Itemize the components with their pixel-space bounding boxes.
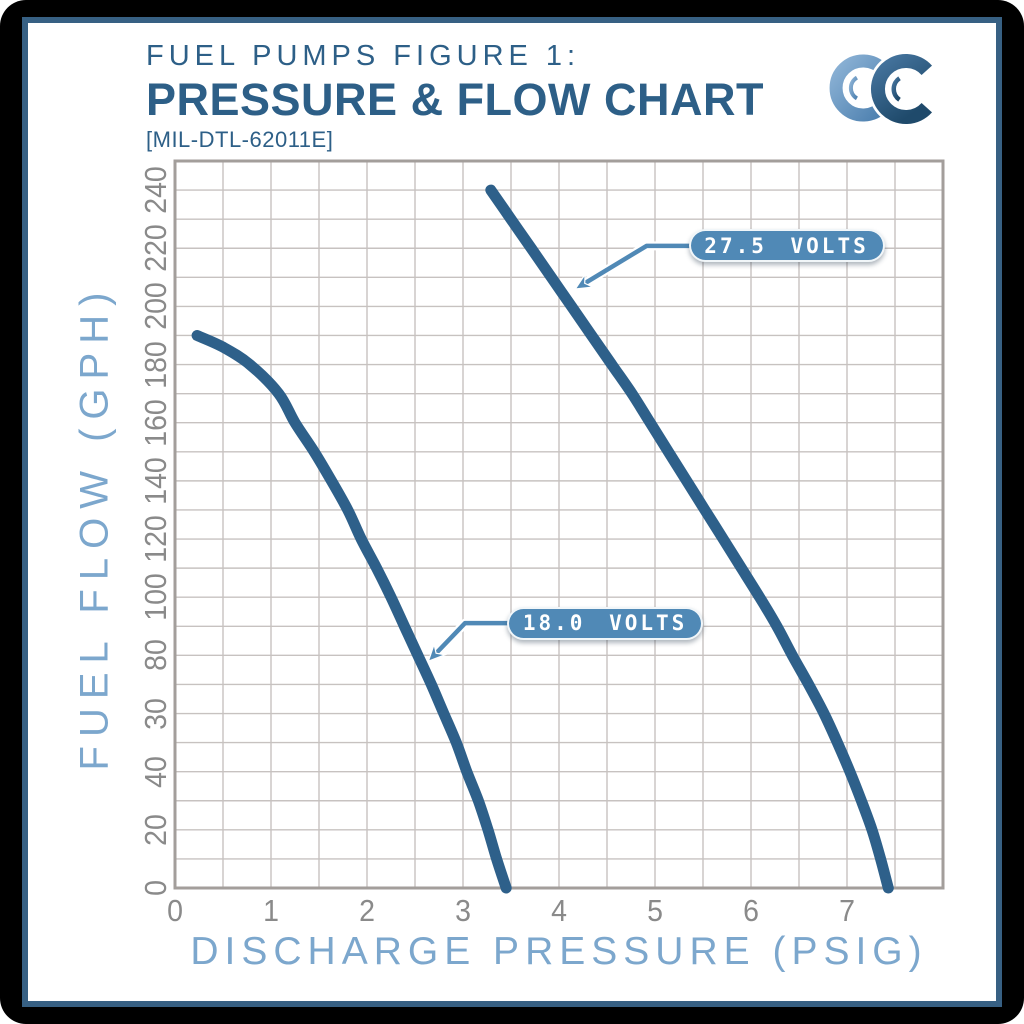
x-tick-0: 0 [167, 893, 183, 928]
x-tick-7: 7 [839, 893, 855, 928]
spec-reference: [MIL-DTL-62011E] [146, 127, 334, 152]
x-tick-5: 5 [647, 893, 663, 928]
y-tick-60: 30 [138, 697, 173, 730]
y-tick-200: 200 [138, 282, 173, 331]
y-tick-20: 20 [138, 813, 173, 846]
y-tick-160: 160 [138, 398, 173, 447]
x-tick-1: 1 [263, 893, 279, 928]
y-tick-120: 120 [138, 515, 173, 563]
chart-eyebrow: FUEL PUMPS FIGURE 1: [146, 40, 581, 72]
double-c-logo-icon [827, 51, 935, 127]
y-tick-100: 100 [138, 573, 173, 621]
x-tick-4: 4 [551, 893, 567, 928]
page-title: PRESSURE & FLOW CHART [146, 74, 764, 125]
y-axis-title: FUEL FLOW (GPH) [72, 283, 117, 771]
y-tick-240: 240 [138, 166, 173, 214]
x-tick-2: 2 [359, 893, 375, 928]
y-tick-180: 180 [138, 340, 173, 389]
annotation-pill-27-5-volts: 27.5 VOLTS [688, 229, 885, 263]
x-tick-3: 3 [455, 893, 471, 928]
x-tick-6: 6 [743, 893, 759, 928]
annotation-pill-18-0-volts: 18.0 VOLTS [507, 606, 704, 640]
title-block: FUEL PUMPS FIGURE 1: PRESSURE & FLOW CHA… [146, 40, 764, 153]
x-axis-title: DISCHARGE PRESSURE (PSIG) [190, 930, 928, 973]
y-tick-40: 40 [138, 755, 173, 788]
y-tick-140: 140 [138, 457, 173, 505]
y-tick-220: 220 [138, 224, 173, 273]
y-tick-0: 0 [138, 880, 173, 896]
y-tick-80: 80 [138, 639, 173, 672]
